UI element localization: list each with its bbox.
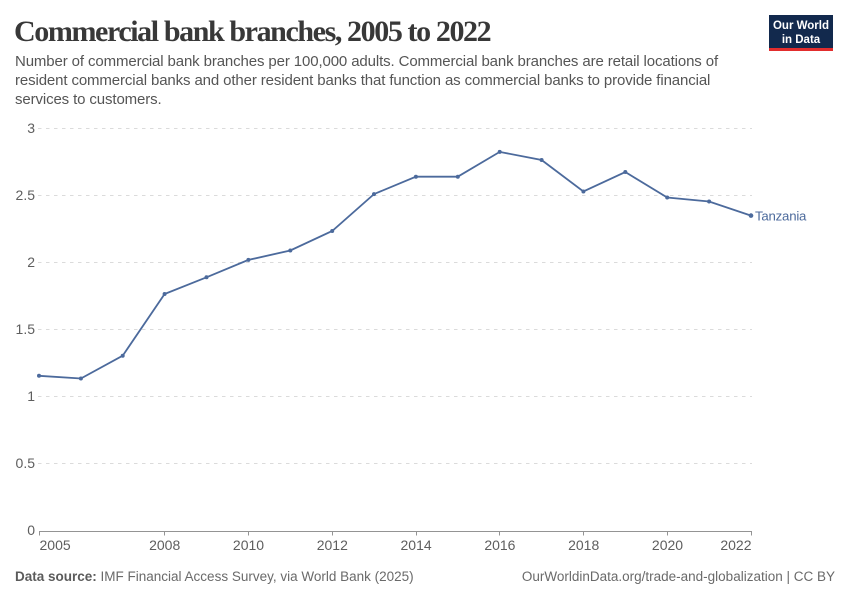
svg-text:2005: 2005 bbox=[40, 537, 71, 553]
svg-text:2016: 2016 bbox=[484, 537, 515, 553]
svg-text:2010: 2010 bbox=[233, 537, 264, 553]
svg-text:0: 0 bbox=[27, 522, 35, 538]
svg-text:2.5: 2.5 bbox=[16, 187, 36, 203]
svg-text:2014: 2014 bbox=[401, 537, 432, 553]
svg-text:3: 3 bbox=[27, 120, 35, 136]
svg-text:2008: 2008 bbox=[149, 537, 180, 553]
svg-text:2: 2 bbox=[27, 254, 35, 270]
svg-text:2020: 2020 bbox=[652, 537, 683, 553]
svg-text:1: 1 bbox=[27, 388, 35, 404]
svg-text:Tanzania: Tanzania bbox=[755, 209, 807, 224]
svg-text:2022: 2022 bbox=[720, 537, 751, 553]
svg-text:1.5: 1.5 bbox=[16, 321, 36, 337]
svg-text:0.5: 0.5 bbox=[16, 455, 36, 471]
svg-text:2012: 2012 bbox=[317, 537, 348, 553]
svg-text:2018: 2018 bbox=[568, 537, 599, 553]
